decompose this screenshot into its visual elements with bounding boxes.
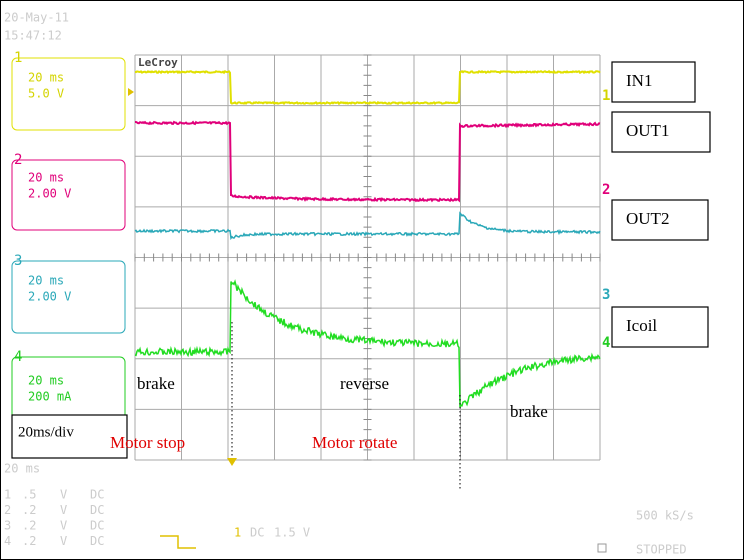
row-number: 3 — [4, 519, 11, 533]
row-scale: .2 — [22, 519, 36, 533]
channel-number: 2 — [14, 152, 22, 168]
trigger-level: 1.5 V — [274, 526, 310, 540]
footer-timebase: 20 ms — [4, 462, 40, 476]
row-number: 2 — [4, 503, 11, 517]
channel-number: 4 — [14, 349, 22, 365]
row-unit: V — [60, 519, 67, 533]
date: 20-May-11 — [4, 11, 69, 25]
row-unit: V — [60, 488, 67, 502]
status: STOPPED — [636, 543, 687, 557]
row-unit: V — [60, 503, 67, 517]
row-coupling: DC — [90, 519, 104, 533]
trigger-coupling: DC — [250, 526, 264, 540]
row-unit: V — [60, 534, 67, 548]
state-label: Motor stop — [110, 433, 185, 452]
channel-timebase: 20 ms — [28, 274, 64, 288]
time: 15:47:12 — [4, 29, 62, 43]
trace-marker: 1 — [602, 88, 610, 104]
signal-label: OUT1 — [626, 121, 669, 140]
phase-label: reverse — [340, 374, 389, 393]
scope-screen: 20-May-11 15:47:12 LeCroy 1 20 ms 5.0 V … — [0, 0, 744, 560]
signal-label: Icoil — [626, 316, 657, 335]
row-number: 4 — [4, 534, 11, 548]
channel-number: 1 — [14, 50, 22, 66]
row-coupling: DC — [90, 534, 104, 548]
channel-timebase: 20 ms — [28, 71, 64, 85]
channel-scale: 2.00 V — [28, 290, 71, 304]
label-box — [612, 62, 695, 102]
row-coupling: DC — [90, 503, 104, 517]
signal-label: IN1 — [626, 71, 652, 90]
row-number: 1 — [4, 488, 11, 502]
channel-scale: 5.0 V — [28, 87, 64, 101]
state-label: Motor rotate — [312, 433, 397, 452]
signal-label: OUT2 — [626, 209, 669, 228]
channel-timebase: 20 ms — [28, 171, 64, 185]
channel-scale: 2.00 V — [28, 187, 71, 201]
trace-marker: 3 — [602, 287, 610, 303]
brand: LeCroy — [138, 56, 178, 69]
row-scale: .2 — [22, 503, 36, 517]
timebase-note: 20ms/div — [18, 424, 74, 440]
sample-rate: 500 kS/s — [636, 509, 694, 523]
phase-label: brake — [137, 374, 175, 393]
row-coupling: DC — [90, 488, 104, 502]
trigger-channel: 1 — [234, 526, 241, 540]
channel-scale: 200 mA — [28, 390, 72, 404]
phase-label: brake — [510, 402, 548, 421]
trace-marker: 4 — [602, 335, 610, 351]
row-scale: .5 — [22, 488, 36, 502]
channel-number: 3 — [14, 253, 22, 269]
row-scale: .2 — [22, 534, 36, 548]
trace-marker: 2 — [602, 182, 610, 198]
channel-timebase: 20 ms — [28, 374, 64, 388]
